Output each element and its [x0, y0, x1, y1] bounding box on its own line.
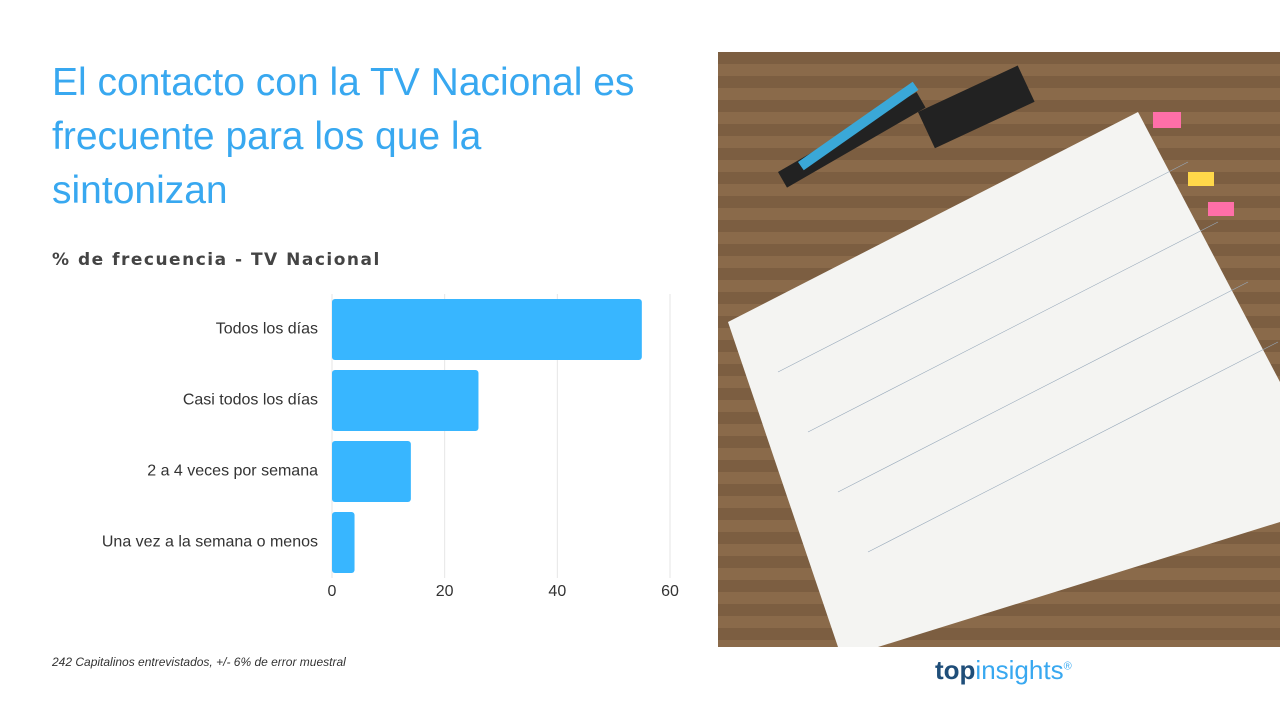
x-tick-label: 60: [661, 583, 679, 600]
photo: [718, 52, 1280, 647]
logo-text: top: [935, 655, 976, 685]
slide-title: El contacto con la TV Nacional es frecue…: [52, 61, 635, 212]
bar: [332, 440, 411, 503]
logo-mark: ®: [1063, 660, 1072, 673]
logo-text: insights: [975, 655, 1064, 685]
bar: [332, 511, 355, 574]
x-tick-label: 20: [436, 583, 454, 600]
bar: [332, 298, 642, 361]
chart-title: % de frecuencia - TV Nacional: [52, 250, 381, 270]
x-tick-label: 40: [548, 583, 566, 600]
y-tick-label: Una vez a la semana o menos: [102, 534, 318, 551]
y-tick-label: Todos los días: [216, 321, 318, 338]
logo: topinsights®: [935, 655, 1072, 686]
y-tick-label: Casi todos los días: [183, 392, 318, 409]
y-tick-label: 2 a 4 veces por semana: [147, 463, 318, 480]
x-tick-label: 0: [328, 583, 337, 600]
chart: 0 20 40 60 Todos los días Casi todos los días…: [102, 294, 679, 600]
bar: [332, 369, 479, 432]
footnote: 242 Capitalinos entrevistados, +/- 6% de…: [52, 655, 346, 669]
